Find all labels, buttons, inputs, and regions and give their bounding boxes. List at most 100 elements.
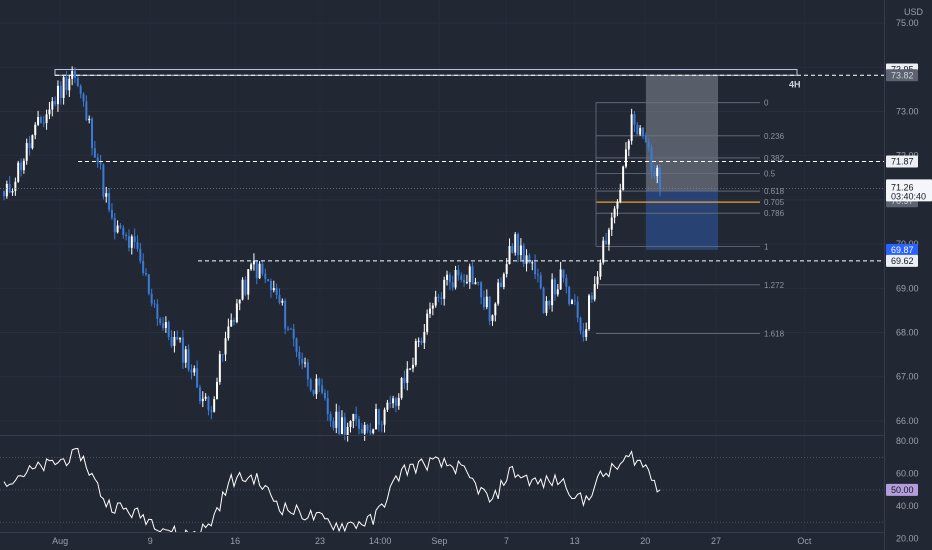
- candle-body: [355, 414, 358, 420]
- fib-level-label: 0.236: [764, 132, 785, 141]
- candle-body: [627, 140, 630, 150]
- candle-body: [571, 300, 573, 305]
- candle-body: [644, 135, 647, 143]
- time-tick-label: 14:00: [369, 536, 392, 546]
- candle-body: [389, 402, 392, 404]
- candle-body: [99, 162, 102, 165]
- candle-body: [34, 124, 37, 136]
- candle-body: [39, 117, 42, 123]
- candle-body: [383, 409, 386, 425]
- price-tag-label: 69.87: [891, 245, 914, 255]
- candle-body: [28, 143, 31, 149]
- candle-body: [196, 368, 199, 388]
- candle-body: [457, 270, 460, 276]
- candle-body: [659, 167, 662, 189]
- oscillator-axis-ticks: 80.00 60.00 40.00 20.00 50.00: [886, 436, 919, 544]
- candle-body: [329, 414, 332, 422]
- candles: [3, 66, 662, 442]
- candle-body: [636, 124, 639, 135]
- last-price-tag-bg: [886, 179, 932, 202]
- candle-body: [494, 303, 497, 316]
- candle-body: [332, 421, 335, 428]
- oscillator-tick-label: 20.00: [896, 534, 919, 544]
- time-tick-label: Aug: [52, 536, 68, 546]
- fib-level-label: 0: [764, 99, 769, 108]
- candle-body: [159, 318, 162, 324]
- candle-body: [210, 410, 213, 412]
- candle-body: [127, 236, 130, 248]
- fib-level-label: 1.618: [764, 329, 785, 338]
- candle-body: [369, 430, 372, 434]
- candle-body: [403, 378, 406, 383]
- candle-body: [68, 78, 71, 91]
- candle-body: [85, 101, 88, 121]
- candle-body: [48, 109, 51, 115]
- candle-body: [420, 340, 423, 343]
- position-target-area: [646, 191, 718, 250]
- candle-body: [201, 398, 204, 402]
- candle-body: [252, 260, 255, 265]
- candle-body: [250, 264, 253, 270]
- candle-body: [230, 319, 233, 327]
- candle-body: [318, 378, 321, 386]
- oscillator-current-label: 50.00: [891, 485, 914, 495]
- price-tag-label: 69.62: [891, 256, 914, 266]
- fib-level-label: 0.382: [764, 154, 785, 163]
- candle-body: [207, 396, 210, 411]
- candle-body: [216, 381, 218, 400]
- time-tick-label: Sep: [431, 536, 447, 546]
- oscillator-tick-label: 80.00: [896, 436, 919, 446]
- candle-body: [525, 255, 528, 264]
- candle-body: [630, 114, 633, 141]
- candle-body: [267, 279, 270, 282]
- oscillator-tick-label: 40.00: [896, 501, 919, 511]
- time-axis-bg: [0, 532, 884, 550]
- candle-body: [190, 369, 193, 373]
- candle-body: [508, 246, 511, 265]
- candle-body: [309, 379, 312, 391]
- oscillator-pane: [0, 447, 884, 542]
- candle-body: [238, 299, 241, 304]
- candle-body: [437, 296, 440, 298]
- candle-body: [59, 85, 62, 98]
- fib-level-label: 0.705: [764, 198, 785, 207]
- fib-level-label: 1.272: [764, 281, 785, 290]
- candle-body: [352, 414, 355, 421]
- candle-body: [275, 288, 278, 295]
- candle-body: [497, 282, 500, 304]
- candle-body: [93, 148, 96, 158]
- candle-body: [536, 274, 539, 276]
- oscillator-current-tag-bg: [886, 483, 918, 496]
- candle-body: [559, 269, 562, 290]
- candle-body: [247, 269, 250, 295]
- candle-body: [471, 266, 474, 285]
- overlays-front: [0, 74, 884, 262]
- candle-body: [65, 77, 68, 91]
- candle-body: [366, 424, 369, 431]
- candle-body: [156, 304, 159, 319]
- candle-body: [528, 255, 531, 264]
- candle-body: [346, 426, 349, 436]
- price-tick-label: 73.00: [896, 107, 919, 117]
- candle-body: [590, 295, 593, 300]
- candle-body: [579, 317, 582, 331]
- price-axis[interactable]: [884, 0, 932, 550]
- candle-body: [602, 240, 605, 263]
- candle-body: [551, 279, 554, 306]
- candle-body: [642, 127, 644, 136]
- candle-body: [323, 392, 326, 399]
- candle-body: [446, 274, 449, 280]
- candle-body: [511, 246, 514, 253]
- candle-body: [82, 93, 85, 102]
- candle-body: [315, 378, 318, 395]
- candle-body: [397, 397, 400, 406]
- candle-body: [326, 398, 329, 415]
- countdown-label: 03:40:40: [891, 191, 926, 201]
- candle-body: [54, 101, 57, 105]
- candle-body: [440, 297, 443, 299]
- candle-body: [119, 225, 122, 228]
- candle-body: [287, 328, 289, 330]
- candle-body: [88, 118, 91, 121]
